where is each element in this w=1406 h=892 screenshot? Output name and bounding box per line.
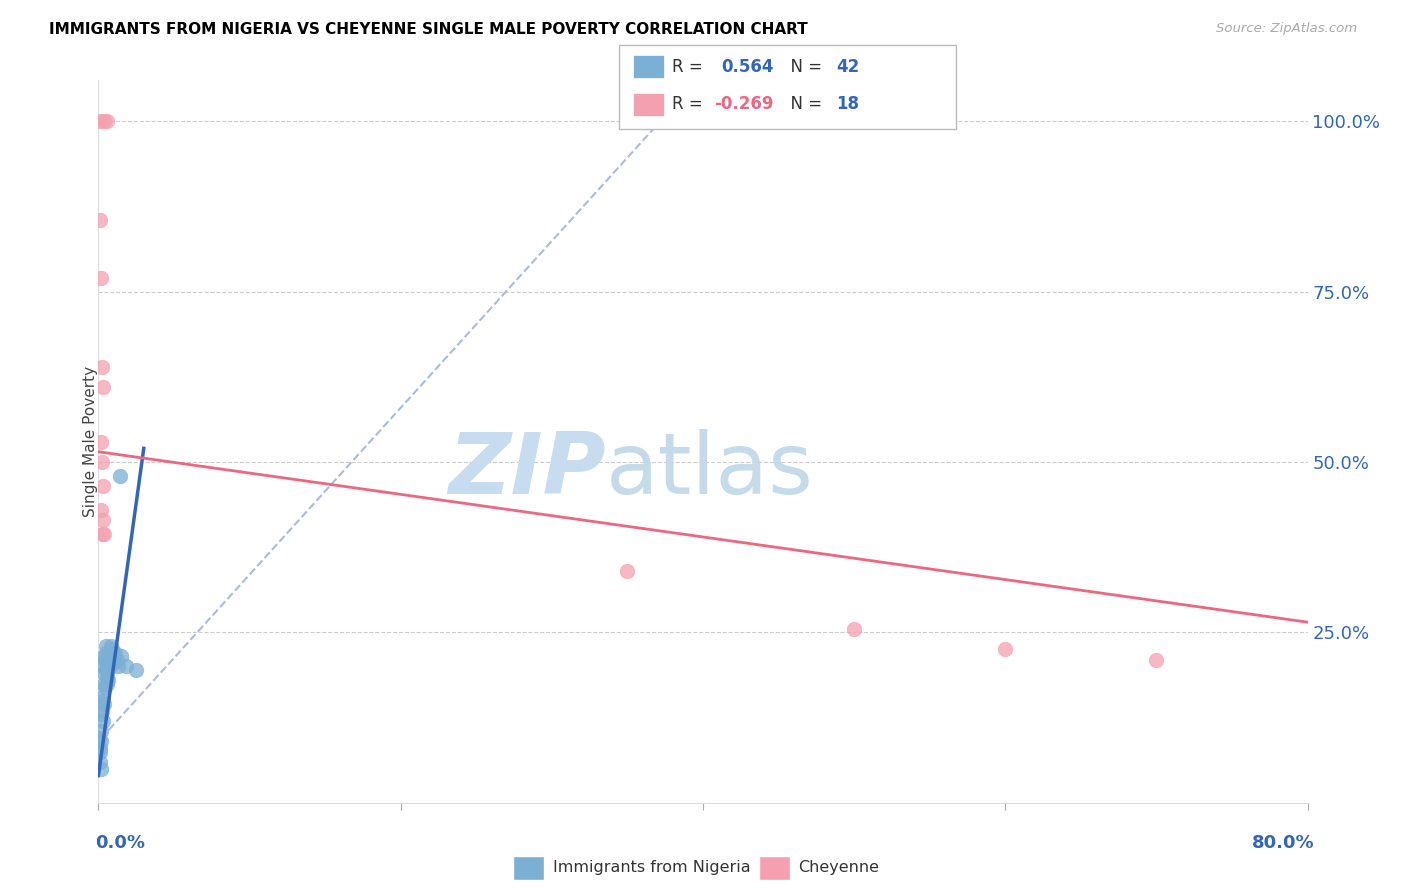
Point xyxy=(90,734,112,748)
Text: Immigrants from Nigeria: Immigrants from Nigeria xyxy=(553,860,751,874)
Point xyxy=(90,707,112,722)
Text: 80.0%: 80.0% xyxy=(1251,834,1315,852)
Text: 0.564: 0.564 xyxy=(721,58,773,76)
Point xyxy=(91,714,114,728)
Point xyxy=(90,455,112,469)
Text: N =: N = xyxy=(780,58,828,76)
Point xyxy=(91,704,114,718)
Point xyxy=(94,663,117,677)
Point xyxy=(93,697,115,711)
Point xyxy=(93,649,115,664)
Point xyxy=(103,649,125,664)
Point xyxy=(616,564,638,578)
Point xyxy=(97,653,120,667)
Point xyxy=(90,724,112,739)
Point xyxy=(91,659,114,673)
Point xyxy=(108,468,131,483)
Point xyxy=(100,639,122,653)
Point xyxy=(105,653,128,667)
Text: Cheyenne: Cheyenne xyxy=(799,860,880,874)
Point xyxy=(96,659,118,673)
Point xyxy=(125,663,148,677)
Point xyxy=(107,659,129,673)
Point xyxy=(104,646,127,660)
Text: IMMIGRANTS FROM NIGERIA VS CHEYENNE SINGLE MALE POVERTY CORRELATION CHART: IMMIGRANTS FROM NIGERIA VS CHEYENNE SING… xyxy=(49,22,808,37)
Point xyxy=(96,676,118,690)
Point xyxy=(89,213,111,227)
Text: 18: 18 xyxy=(837,95,859,113)
Point xyxy=(90,693,112,707)
Point xyxy=(89,731,111,745)
Point xyxy=(100,649,122,664)
Point xyxy=(96,646,118,660)
Point xyxy=(90,271,112,285)
Point xyxy=(844,622,866,636)
Text: R =: R = xyxy=(672,58,713,76)
Point xyxy=(93,526,115,541)
Point xyxy=(101,656,124,670)
Point xyxy=(91,513,114,527)
Point xyxy=(94,639,117,653)
Point xyxy=(93,676,115,690)
Point xyxy=(114,659,136,673)
Text: 42: 42 xyxy=(837,58,860,76)
Point xyxy=(91,479,114,493)
Point xyxy=(93,666,115,681)
Point xyxy=(91,690,114,705)
Point xyxy=(94,653,117,667)
Point xyxy=(1144,653,1167,667)
Point xyxy=(96,114,118,128)
Y-axis label: Single Male Poverty: Single Male Poverty xyxy=(83,366,97,517)
Point xyxy=(93,114,115,128)
Point xyxy=(89,741,111,756)
Text: -0.269: -0.269 xyxy=(714,95,773,113)
Point xyxy=(96,670,118,684)
Point xyxy=(90,434,112,449)
Point xyxy=(101,642,124,657)
Point xyxy=(89,755,111,769)
Point xyxy=(90,502,112,516)
Text: atlas: atlas xyxy=(606,429,814,512)
Point xyxy=(89,745,111,759)
Point xyxy=(89,114,111,128)
Text: R =: R = xyxy=(672,95,709,113)
Point xyxy=(994,642,1017,657)
Point xyxy=(91,359,114,374)
Point xyxy=(97,663,120,677)
Point xyxy=(98,646,121,660)
Point xyxy=(91,380,114,394)
Text: Source: ZipAtlas.com: Source: ZipAtlas.com xyxy=(1216,22,1357,36)
Point xyxy=(110,649,132,664)
Text: 0.0%: 0.0% xyxy=(96,834,146,852)
Point xyxy=(91,526,114,541)
Text: ZIP: ZIP xyxy=(449,429,606,512)
Point xyxy=(98,659,121,673)
Point xyxy=(94,680,117,694)
Text: N =: N = xyxy=(780,95,828,113)
Point xyxy=(90,762,112,776)
Point xyxy=(97,673,120,687)
